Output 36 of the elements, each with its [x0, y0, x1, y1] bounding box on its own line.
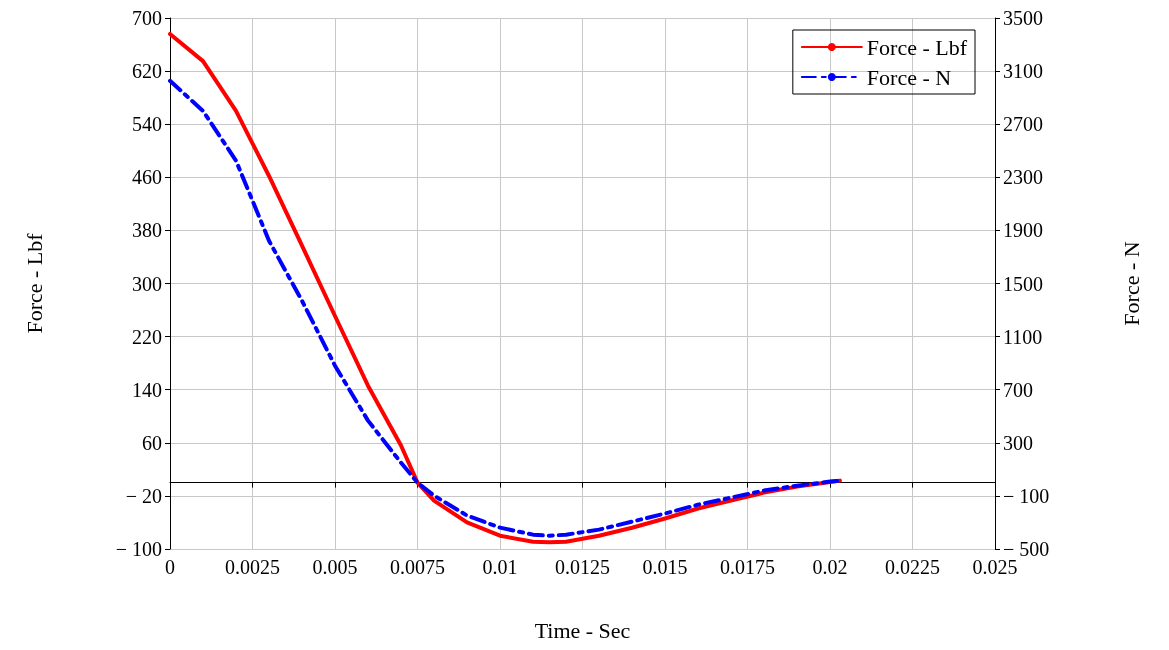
legend-label: Force - Lbf [866, 34, 968, 60]
y2-axis-title: Force - N [1118, 241, 1144, 326]
y-tick-label: 460 [132, 166, 162, 189]
y2-tick-label: 300 [1003, 431, 1033, 454]
x-tick-label: 0.02 [812, 556, 848, 578]
y-axis-title: Force - Lbf [21, 232, 47, 334]
y-tick-label: 540 [132, 113, 162, 136]
x-tick-label: 0.01 [482, 556, 518, 578]
y-tick-label: 300 [132, 272, 162, 295]
y2-tick-label: 2300 [1003, 166, 1043, 189]
y-tick-label: 620 [132, 60, 162, 83]
y-tick-label: − 100 [115, 538, 162, 560]
x-tick-label: 0.0225 [885, 556, 940, 578]
x-tick-label: 0 [165, 556, 175, 578]
y2-tick-label: 700 [1003, 378, 1033, 401]
x-tick-label: 0.0025 [225, 556, 280, 578]
x-tick-label: 0.015 [642, 556, 688, 578]
y-tick-label: 60 [142, 431, 162, 454]
x-tick-label: 0.0175 [720, 556, 775, 578]
y2-tick-label: 3500 [1003, 7, 1043, 29]
y2-tick-label: 2700 [1003, 113, 1043, 136]
legend-label: Force - N [866, 64, 952, 90]
y2-tick-label: 3100 [1003, 60, 1043, 83]
x-tick-label: 0.005 [312, 556, 358, 578]
y-tick-label: 700 [132, 7, 162, 29]
y-tick-label: 220 [132, 325, 162, 348]
y-tick-label: 140 [132, 378, 162, 401]
x-axis-title: Time - Sec [534, 617, 631, 643]
y2-tick-label: − 100 [1003, 484, 1050, 507]
x-tick-label: 0.0075 [390, 556, 445, 578]
y-tick-label: − 20 [125, 484, 162, 507]
y2-tick-label: 1100 [1003, 325, 1043, 348]
y-tick-label: 380 [132, 219, 162, 242]
x-tick-label: 0.0125 [555, 556, 610, 578]
y2-tick-label: 1900 [1003, 219, 1043, 242]
y2-tick-label: 1500 [1003, 272, 1043, 295]
